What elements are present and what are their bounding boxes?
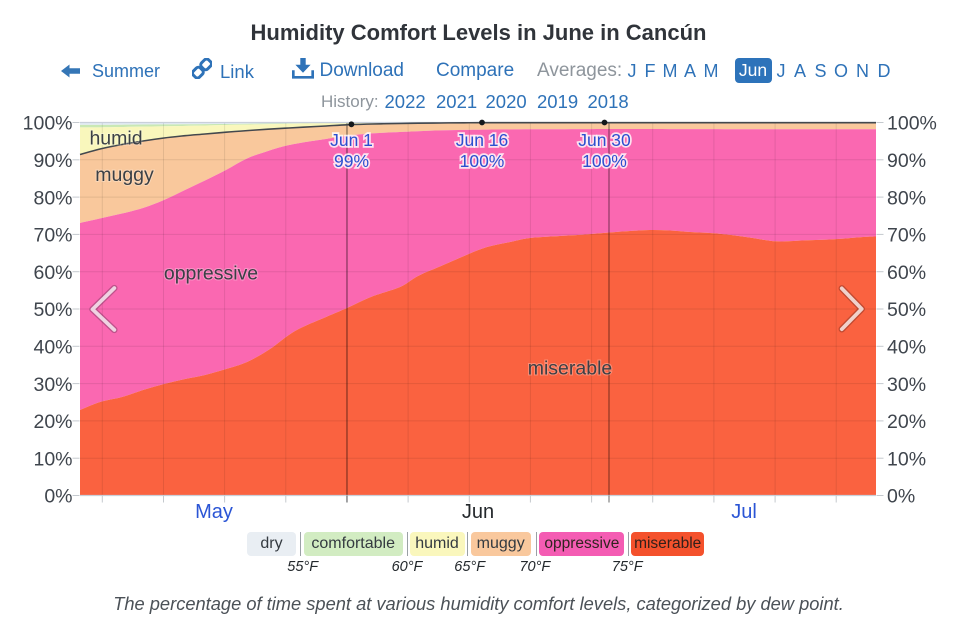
svg-text:99%: 99% bbox=[334, 151, 369, 171]
svg-text:Jun: Jun bbox=[462, 501, 494, 523]
svg-text:40%: 40% bbox=[887, 337, 926, 359]
svg-text:30%: 30% bbox=[33, 374, 72, 396]
svg-text:0%: 0% bbox=[44, 486, 72, 508]
svg-text:0%: 0% bbox=[887, 486, 915, 508]
svg-text:100%: 100% bbox=[23, 113, 73, 135]
svg-text:miserable: miserable bbox=[528, 358, 613, 380]
svg-text:70%: 70% bbox=[33, 225, 72, 247]
svg-text:60%: 60% bbox=[887, 262, 926, 284]
svg-text:100%: 100% bbox=[887, 113, 937, 135]
svg-text:40%: 40% bbox=[33, 337, 72, 359]
svg-text:60%: 60% bbox=[33, 262, 72, 284]
svg-text:muggy: muggy bbox=[95, 164, 154, 186]
svg-text:Jun 30: Jun 30 bbox=[578, 130, 631, 150]
svg-text:100%: 100% bbox=[582, 151, 627, 171]
svg-text:10%: 10% bbox=[33, 448, 72, 470]
svg-text:90%: 90% bbox=[887, 150, 926, 172]
svg-text:20%: 20% bbox=[33, 411, 72, 433]
svg-text:50%: 50% bbox=[887, 299, 926, 321]
svg-text:80%: 80% bbox=[887, 187, 926, 209]
svg-text:70%: 70% bbox=[887, 225, 926, 247]
svg-text:humid: humid bbox=[89, 128, 142, 150]
svg-text:Jun 16: Jun 16 bbox=[456, 130, 509, 150]
svg-text:Jul: Jul bbox=[731, 501, 757, 523]
svg-text:80%: 80% bbox=[33, 187, 72, 209]
svg-text:Jun 1: Jun 1 bbox=[330, 130, 373, 150]
svg-text:20%: 20% bbox=[887, 411, 926, 433]
svg-text:100%: 100% bbox=[460, 151, 505, 171]
svg-text:50%: 50% bbox=[33, 299, 72, 321]
svg-text:oppressive: oppressive bbox=[164, 263, 258, 285]
svg-text:30%: 30% bbox=[887, 374, 926, 396]
svg-text:May: May bbox=[195, 501, 233, 523]
svg-text:90%: 90% bbox=[33, 150, 72, 172]
svg-text:10%: 10% bbox=[887, 448, 926, 470]
